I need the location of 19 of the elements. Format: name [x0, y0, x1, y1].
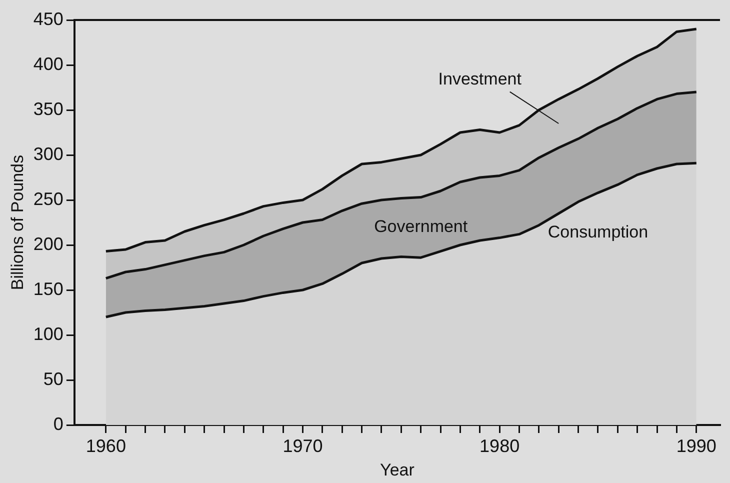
y-tick-label: 0: [53, 414, 64, 434]
x-tick-label: 1970: [282, 436, 323, 456]
x-axis-title: Year: [380, 460, 415, 480]
y-tick-label: 450: [33, 8, 64, 29]
series-label: Consumption: [548, 222, 648, 242]
y-tick-label: 200: [33, 234, 64, 254]
y-tick-label: 300: [33, 144, 64, 164]
x-tick-label: 1980: [480, 436, 520, 456]
y-tick-label: 100: [33, 324, 64, 344]
y-tick-label: 400: [33, 54, 64, 74]
x-tick-label: 1960: [86, 436, 126, 456]
y-tick-label: 150: [33, 278, 64, 299]
y-tick-label: 50: [43, 368, 64, 389]
x-tick-label: 1990: [676, 436, 716, 456]
y-tick-label: 350: [33, 98, 64, 119]
series-label: Government: [374, 217, 468, 236]
y-tick-label: 250: [33, 188, 64, 209]
y-axis-title: Billions of Pounds: [8, 154, 27, 290]
series-label: Investment: [438, 69, 522, 88]
